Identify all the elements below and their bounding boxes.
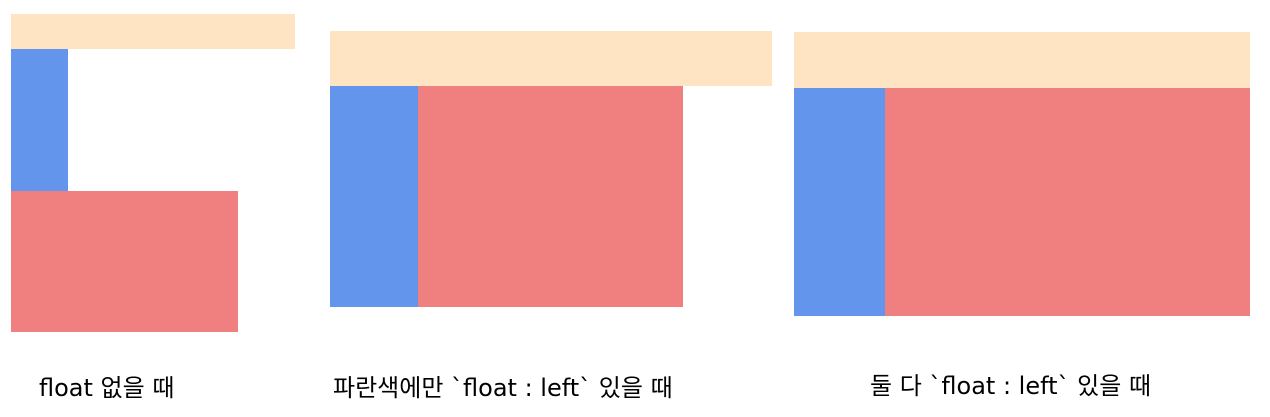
red-box — [885, 88, 1250, 316]
blue-box — [11, 49, 68, 191]
header-box — [11, 14, 295, 49]
blue-box — [794, 88, 885, 316]
caption: 파란색에만 `float : left` 있을 때 — [333, 374, 673, 402]
header-box — [330, 31, 772, 86]
blue-box — [330, 86, 418, 307]
caption: 둘 다 `float : left` 있을 때 — [870, 372, 1152, 400]
caption: float 없을 때 — [39, 374, 175, 402]
header-box — [794, 32, 1250, 88]
red-box — [11, 191, 238, 332]
